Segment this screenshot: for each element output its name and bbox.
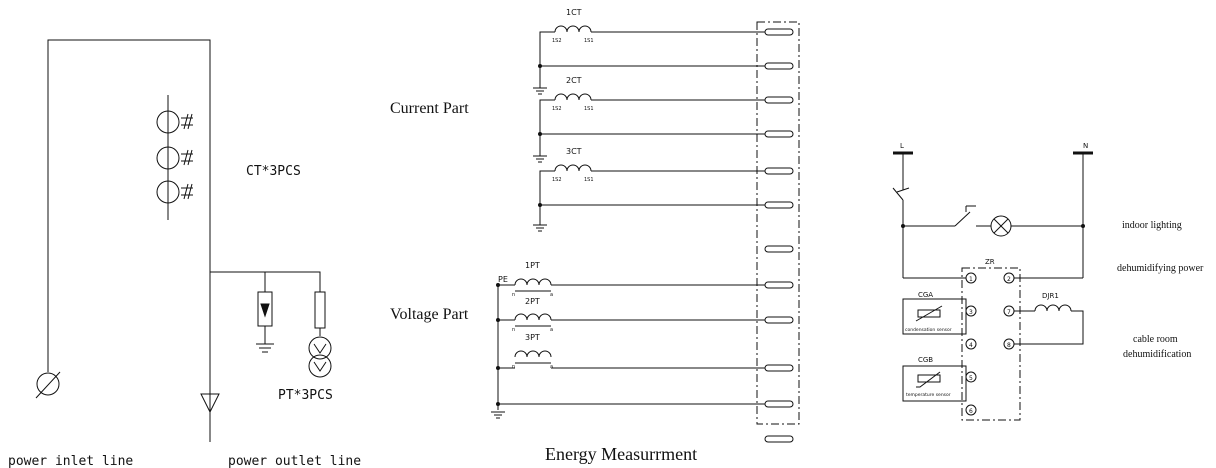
pt-icon bbox=[308, 291, 332, 378]
ct-symbols bbox=[156, 95, 193, 220]
cga-label: CGA bbox=[918, 291, 933, 299]
ct1-terminal-s1: 1S1 bbox=[584, 38, 594, 44]
cable-room-dehumidification-label: dehumidification bbox=[1123, 349, 1191, 360]
breaker-switch-icon bbox=[892, 187, 904, 278]
ct-count-label: CT*3PCS bbox=[246, 164, 301, 179]
cgb-label: CGB bbox=[918, 356, 933, 364]
pt-group-3: 3PT n a bbox=[512, 333, 553, 370]
ct-label-2: 2CT bbox=[566, 76, 582, 85]
temperature-sensor-label: temperature sensor bbox=[906, 392, 951, 398]
pt3-terminal-a: a bbox=[550, 364, 553, 370]
energy-title: Energy Measurrment bbox=[545, 444, 697, 464]
energy-measurement-diagram: Current Part Voltage Part Energy Measurr… bbox=[390, 8, 800, 464]
indoor-lighting-label: indoor lighting bbox=[1122, 220, 1182, 231]
pt3-terminal-n: n bbox=[512, 364, 515, 370]
zr-terminals: 1 2 3 7 4 8 5 6 bbox=[965, 272, 1015, 416]
terminal-7: 7 bbox=[1007, 309, 1011, 316]
ct2-terminal-s2: 1S2 bbox=[552, 106, 562, 112]
terminal-block bbox=[756, 21, 800, 425]
inlet-label: power inlet line bbox=[8, 454, 133, 468]
pt-label-3: 3PT bbox=[525, 333, 540, 342]
ct-group-1: 1CT 1S2 1S1 bbox=[552, 8, 594, 44]
pt2-terminal-a: a bbox=[550, 327, 553, 333]
door-switch-icon bbox=[954, 205, 976, 227]
ground-icon bbox=[491, 411, 505, 419]
zr-label: ZR bbox=[985, 258, 995, 266]
terminal-5: 5 bbox=[969, 375, 973, 382]
surge-arrester-icon bbox=[256, 291, 274, 353]
pt1-terminal-n: n bbox=[512, 292, 515, 298]
outlet-arrow-icon bbox=[200, 393, 220, 414]
condensation-sensor-label: condensation sensor bbox=[905, 327, 952, 333]
busbar-wire bbox=[47, 39, 211, 442]
ct-group-3: 3CT 1S2 1S1 bbox=[552, 147, 594, 183]
terminal-3: 3 bbox=[969, 309, 973, 316]
dehumidifying-power-label: dehumidifying power bbox=[1117, 263, 1204, 274]
pt-group-1: 1PT n a bbox=[512, 261, 553, 298]
pt-count-label: PT*3PCS bbox=[278, 388, 333, 403]
ct1-terminal-s2: 1S2 bbox=[552, 38, 562, 44]
ground-icon bbox=[533, 155, 547, 163]
terminal-lugs bbox=[764, 28, 794, 443]
ct3-terminal-s1: 1S1 bbox=[584, 177, 594, 183]
ct2-terminal-s1: 1S1 bbox=[584, 106, 594, 112]
pt-label-1: 1PT bbox=[525, 261, 540, 270]
condensation-sensor-box bbox=[902, 298, 967, 335]
ground-icon bbox=[533, 87, 547, 95]
ct-label-3: 3CT bbox=[566, 147, 582, 156]
pt-group-2: 2PT n a bbox=[512, 297, 553, 333]
ct-hash-icon bbox=[181, 113, 193, 200]
terminal-6: 6 bbox=[969, 408, 973, 415]
live-label: L bbox=[900, 142, 904, 150]
cable-termination-icon bbox=[35, 371, 61, 399]
ct-label-1: 1CT bbox=[566, 8, 582, 17]
temperature-sensor-box bbox=[902, 365, 967, 402]
cable-room-label: cable room bbox=[1133, 334, 1178, 345]
auxiliary-circuit-diagram: L N indoor lighting ZR bbox=[892, 142, 1204, 421]
neutral-label: N bbox=[1083, 142, 1088, 150]
terminal-2: 2 bbox=[1007, 276, 1011, 283]
heater-coil-icon bbox=[1034, 304, 1072, 312]
pt-label-2: 2PT bbox=[525, 297, 540, 306]
condensation-sensor-icon bbox=[917, 309, 941, 318]
outlet-label: power outlet line bbox=[228, 454, 361, 468]
terminal-1: 1 bbox=[969, 276, 973, 283]
terminal-4: 4 bbox=[969, 342, 973, 349]
pt1-terminal-a: a bbox=[550, 292, 553, 298]
lamp-icon bbox=[990, 215, 1012, 237]
ground-icon bbox=[533, 224, 547, 232]
ct-group-2: 2CT 1S2 1S1 bbox=[552, 76, 594, 112]
single-line-diagram: CT*3PCS PT*3PCS power inlet li bbox=[8, 39, 361, 468]
pt2-terminal-n: n bbox=[512, 327, 515, 333]
djr1-label: DJR1 bbox=[1042, 292, 1059, 300]
ct3-terminal-s2: 1S2 bbox=[552, 177, 562, 183]
pe-label: PE bbox=[498, 275, 508, 284]
current-part-label: Current Part bbox=[390, 100, 469, 117]
terminal-8: 8 bbox=[1007, 342, 1011, 349]
temperature-sensor-icon bbox=[917, 374, 941, 383]
voltage-part-label: Voltage Part bbox=[390, 306, 469, 323]
